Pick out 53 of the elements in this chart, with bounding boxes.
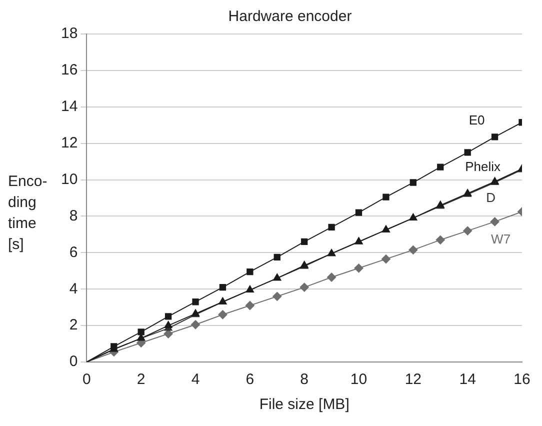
point (436, 235, 445, 244)
point (463, 226, 472, 236)
point (410, 179, 416, 186)
y-tick-label: 16 (60, 62, 78, 79)
point (300, 282, 309, 292)
y-tick-label: 6 (69, 244, 78, 261)
y-tick-label: 18 (60, 25, 78, 42)
x-tick-label: 12 (404, 371, 422, 388)
point (191, 320, 200, 330)
y-axis-title: Enco- ding time [s] (8, 172, 48, 255)
point (219, 284, 226, 291)
point (381, 254, 390, 264)
point (355, 209, 362, 216)
x-tick-label: 4 (191, 371, 200, 388)
point (437, 164, 444, 170)
point (464, 149, 471, 156)
point (164, 321, 172, 328)
x-tick-label: 6 (246, 371, 254, 388)
y-tick-label: 8 (69, 207, 78, 224)
point (490, 217, 500, 226)
y-tick-label: 0 (69, 353, 78, 370)
y-tick-label: 14 (60, 98, 78, 116)
point (138, 328, 144, 336)
point (246, 268, 254, 276)
x-tick-label: 16 (514, 371, 530, 388)
series-label: D (486, 190, 496, 206)
point (354, 264, 364, 273)
x-axis-title: File size [MB] (259, 396, 350, 414)
series-label: W7 (491, 231, 511, 246)
point (301, 238, 308, 246)
point (408, 245, 418, 254)
point (328, 224, 335, 230)
point (164, 313, 172, 320)
y-tick-label: 10 (60, 170, 78, 188)
series-label: E0 (468, 112, 485, 128)
x-tick-label: 2 (136, 371, 146, 388)
series-label: Phelix (465, 159, 501, 174)
point (192, 298, 199, 306)
y-tick-label: 12 (60, 134, 78, 152)
point (218, 310, 228, 320)
point (272, 292, 282, 301)
chart-title: Hardware encoder (228, 8, 352, 26)
point (245, 301, 254, 310)
x-tick-label: 14 (459, 371, 476, 388)
point (382, 194, 390, 200)
point (327, 272, 336, 282)
point (274, 254, 280, 261)
x-tick-label: 10 (350, 371, 368, 388)
x-tick-label: 8 (300, 371, 309, 388)
point (491, 134, 498, 140)
y-tick-label: 2 (69, 316, 78, 334)
x-tick-label: 0 (82, 371, 91, 388)
y-tick-label: 4 (69, 280, 78, 298)
